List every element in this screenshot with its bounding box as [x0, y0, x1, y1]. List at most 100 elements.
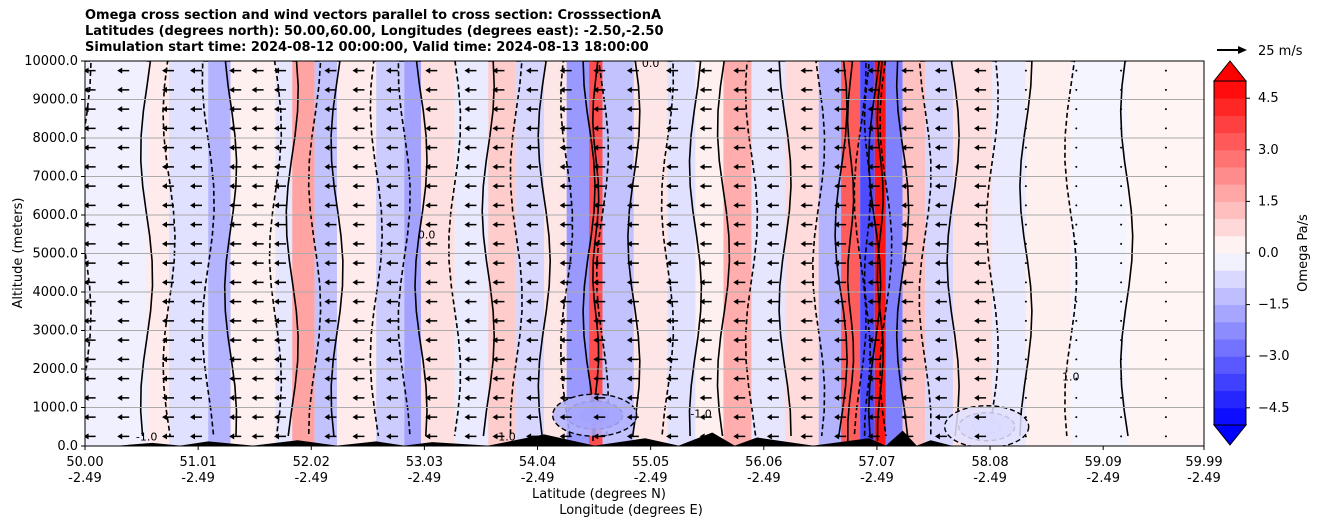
wind-vector-16-5250 [626, 240, 639, 247]
wind-arrowhead-icon [85, 375, 89, 382]
wind-vector-27-4750 [1024, 262, 1027, 265]
wind-vector-9-2250 [386, 356, 399, 363]
wind-vector-20-9250 [766, 86, 779, 93]
wind-vector-16-4750 [626, 260, 639, 267]
colorbar-level-6 [1214, 304, 1246, 323]
wind-vector-20-4250 [766, 279, 779, 286]
wind-vector-5-750 [251, 414, 264, 421]
wind-vector-29-3250 [1120, 319, 1123, 322]
wind-arrowhead-icon [626, 86, 632, 93]
wind-arrowhead-icon [934, 240, 940, 247]
wind-vector-6-3750 [274, 298, 287, 305]
wind-vector-1-250 [117, 433, 130, 440]
wind-arrowhead-icon [733, 144, 739, 151]
wind-arrowhead-icon [974, 144, 980, 151]
wind-vector-5-6250 [251, 202, 264, 209]
wind-arrowhead-icon [464, 163, 470, 170]
x-axis-label-latitude: Latitude (degrees N) [532, 487, 666, 502]
wind-vector-30-1750 [1164, 377, 1167, 380]
wind-arrowhead-icon [190, 67, 196, 74]
wind-vector-10-5250 [425, 240, 438, 247]
wind-arrowhead-icon [526, 183, 532, 190]
wind-vector-27-2750 [1024, 339, 1027, 342]
wind-arrowhead-icon [85, 163, 89, 170]
wind-vector-22-4750 [834, 260, 847, 267]
wind-vector-21-7750 [800, 144, 813, 151]
wind-vector-27-5250 [1024, 242, 1027, 245]
wind-arrowhead-icon [974, 260, 980, 267]
wind-arrowhead-icon [251, 433, 257, 440]
wind-vector-10-7250 [425, 163, 438, 170]
wind-vector-6-6250 [274, 202, 287, 209]
wind-arrowhead-icon [766, 433, 772, 440]
wind-vector-7-2750 [324, 337, 337, 344]
wind-arrowhead-icon [162, 183, 168, 190]
wind-vector-29-750 [1120, 416, 1123, 419]
title-line-1: Omega cross section and wind vectors par… [85, 8, 662, 23]
colorbar-level-13 [1214, 184, 1246, 202]
wind-vector-1-3750 [117, 298, 130, 305]
wind-vector-29-8250 [1120, 127, 1123, 130]
wind-vector-16-9250 [626, 86, 639, 93]
contour-label-2: -1.0 [494, 430, 515, 443]
wind-vector-1-4250 [117, 279, 130, 286]
contour-line-12 [448, 61, 462, 437]
wind-vector-7-6750 [324, 183, 337, 190]
wind-arrowhead-icon [251, 202, 257, 209]
wind-arrowhead-icon [352, 298, 358, 305]
wind-arrowhead-icon [834, 356, 840, 363]
wind-arrowhead-icon [464, 356, 470, 363]
wind-arrowhead-icon [386, 86, 392, 93]
contour-line-5 [268, 61, 283, 437]
wind-arrowhead-icon [974, 163, 980, 170]
wind-arrowhead-icon [85, 260, 89, 267]
wind-arrowhead-icon [274, 202, 280, 209]
wind-arrowhead-icon [766, 106, 772, 113]
wind-arrowhead-icon [766, 221, 772, 228]
wind-vector-17-3750 [666, 298, 679, 305]
wind-vector-16-7750 [626, 144, 639, 151]
wind-vector-14-9750 [559, 67, 572, 74]
contour-line-2 [162, 61, 176, 437]
wind-vector-5-5750 [251, 221, 264, 228]
wind-vector-5-4250 [251, 279, 264, 286]
wind-arrowhead-icon [425, 433, 431, 440]
wind-vector-9-8250 [386, 125, 399, 132]
wind-vector-2-9750 [162, 67, 175, 74]
wind-arrowhead-icon [229, 298, 235, 305]
colorbar-tick-label-5: −3.0 [1258, 349, 1290, 364]
wind-vector-2-7250 [162, 163, 175, 170]
wind-arrowhead-icon [117, 375, 123, 382]
y-tick-label-1: 1000.0 [33, 401, 79, 416]
wind-arrowhead-icon [162, 375, 168, 382]
wind-vector-30-3750 [1164, 300, 1167, 303]
wind-arrowhead-icon [867, 125, 873, 132]
wind-arrowhead-icon [526, 144, 532, 151]
wind-arrowhead-icon [162, 202, 168, 209]
wind-arrowhead-icon [274, 144, 280, 151]
wind-arrowhead-icon [386, 125, 392, 132]
wind-arrowhead-icon [559, 279, 565, 286]
wind-vector-16-3750 [626, 298, 639, 305]
wind-vector-11-9750 [464, 67, 477, 74]
wind-vector-24-4250 [901, 279, 914, 286]
wind-arrowhead-icon [352, 106, 358, 113]
wind-vector-26-7250 [974, 163, 987, 170]
wind-vector-17-750 [666, 414, 679, 421]
wind-arrowhead-icon [274, 67, 280, 74]
wind-arrowhead-icon [766, 317, 772, 324]
wind-arrowhead-icon [766, 356, 772, 363]
wind-vector-20-5750 [766, 221, 779, 228]
wind-arrowhead-icon [229, 106, 235, 113]
wind-vector-3-7250 [190, 163, 203, 170]
wind-vector-15-8750 [593, 106, 606, 113]
wind-arrowhead-icon [834, 337, 840, 344]
wind-vector-8-2250 [352, 356, 365, 363]
wind-arrowhead-icon [425, 183, 431, 190]
wind-vector-25-250 [934, 433, 947, 440]
wind-vector-26-6750 [974, 183, 987, 190]
wind-vector-16-2250 [626, 356, 639, 363]
wind-arrowhead-icon [526, 337, 532, 344]
wind-arrowhead-icon [425, 125, 431, 132]
wind-vector-19-1750 [733, 375, 746, 382]
